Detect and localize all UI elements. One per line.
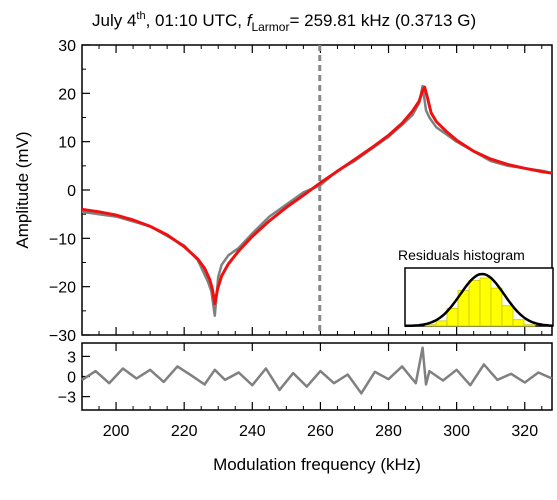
x-tick-label: 300 [443,423,470,440]
x-axis-label: Modulation frequency (kHz) [213,455,421,474]
inset-histogram-bar [512,319,525,327]
residuals-y-tick-labels: 3 0 −3 [58,349,76,406]
x-tick-label: 240 [239,423,266,440]
x-tick-label: 280 [375,423,402,440]
main-y-tick-label: 0 [67,183,76,200]
x-tick-label: 220 [171,423,198,440]
x-tick-label: 260 [307,423,334,440]
residuals-histogram-inset: Residuals histogram [398,247,554,328]
y-axis-label: Amplitude (mV) [13,131,32,248]
title-f-subscript: Larmor [251,20,289,34]
chart-title: July 4th, 01:10 UTC, fLarmor= 259.81 kHz… [92,10,476,34]
inset-histogram-bar [490,287,503,327]
inset-histogram-bar [435,320,448,327]
inset-histogram-bar [501,305,514,327]
x-tick-label: 200 [103,423,130,440]
title-f-symbol: f [247,11,254,30]
main-y-tick-label: −10 [49,231,76,248]
main-y-tick-label: 30 [58,38,76,55]
residuals-panel: 3 0 −3 [58,342,553,411]
main-y-tick-label: −30 [49,328,76,345]
main-y-tick-labels: 30 20 10 0 −10 −20 −30 [49,38,76,345]
inset-histogram-bar [468,280,481,327]
title-prefix: July 4 [92,11,136,30]
inset-histogram-bar [523,324,536,327]
main-panel: 30 20 10 0 −10 −20 −30 [49,38,553,345]
title-suffix: = 259.81 kHz (0.3713 G) [289,11,476,30]
title-prefix-sup: th [136,10,145,22]
residuals-y-tick-label: 3 [67,349,76,366]
x-tick-labels: 200 220 240 260 280 300 320 [103,423,538,440]
residuals-y-tick-label: 0 [67,370,76,387]
main-ticks [81,44,543,336]
residuals-y-tick-label: −3 [58,390,76,407]
inset-title: Residuals histogram [398,247,525,263]
main-y-tick-label: 20 [58,86,76,103]
inset-bars [424,277,536,327]
residual-series-line [81,346,553,395]
x-tick-label: 320 [511,423,538,440]
main-y-tick-label: −20 [49,280,76,297]
inset-gaussian-fit [404,272,554,328]
inset-histogram-bar [479,277,492,327]
title-middle: , 01:10 UTC, [146,11,247,30]
main-y-tick-label: 10 [58,135,76,152]
residuals-ticks [81,343,543,410]
fit-series-line [81,85,553,306]
